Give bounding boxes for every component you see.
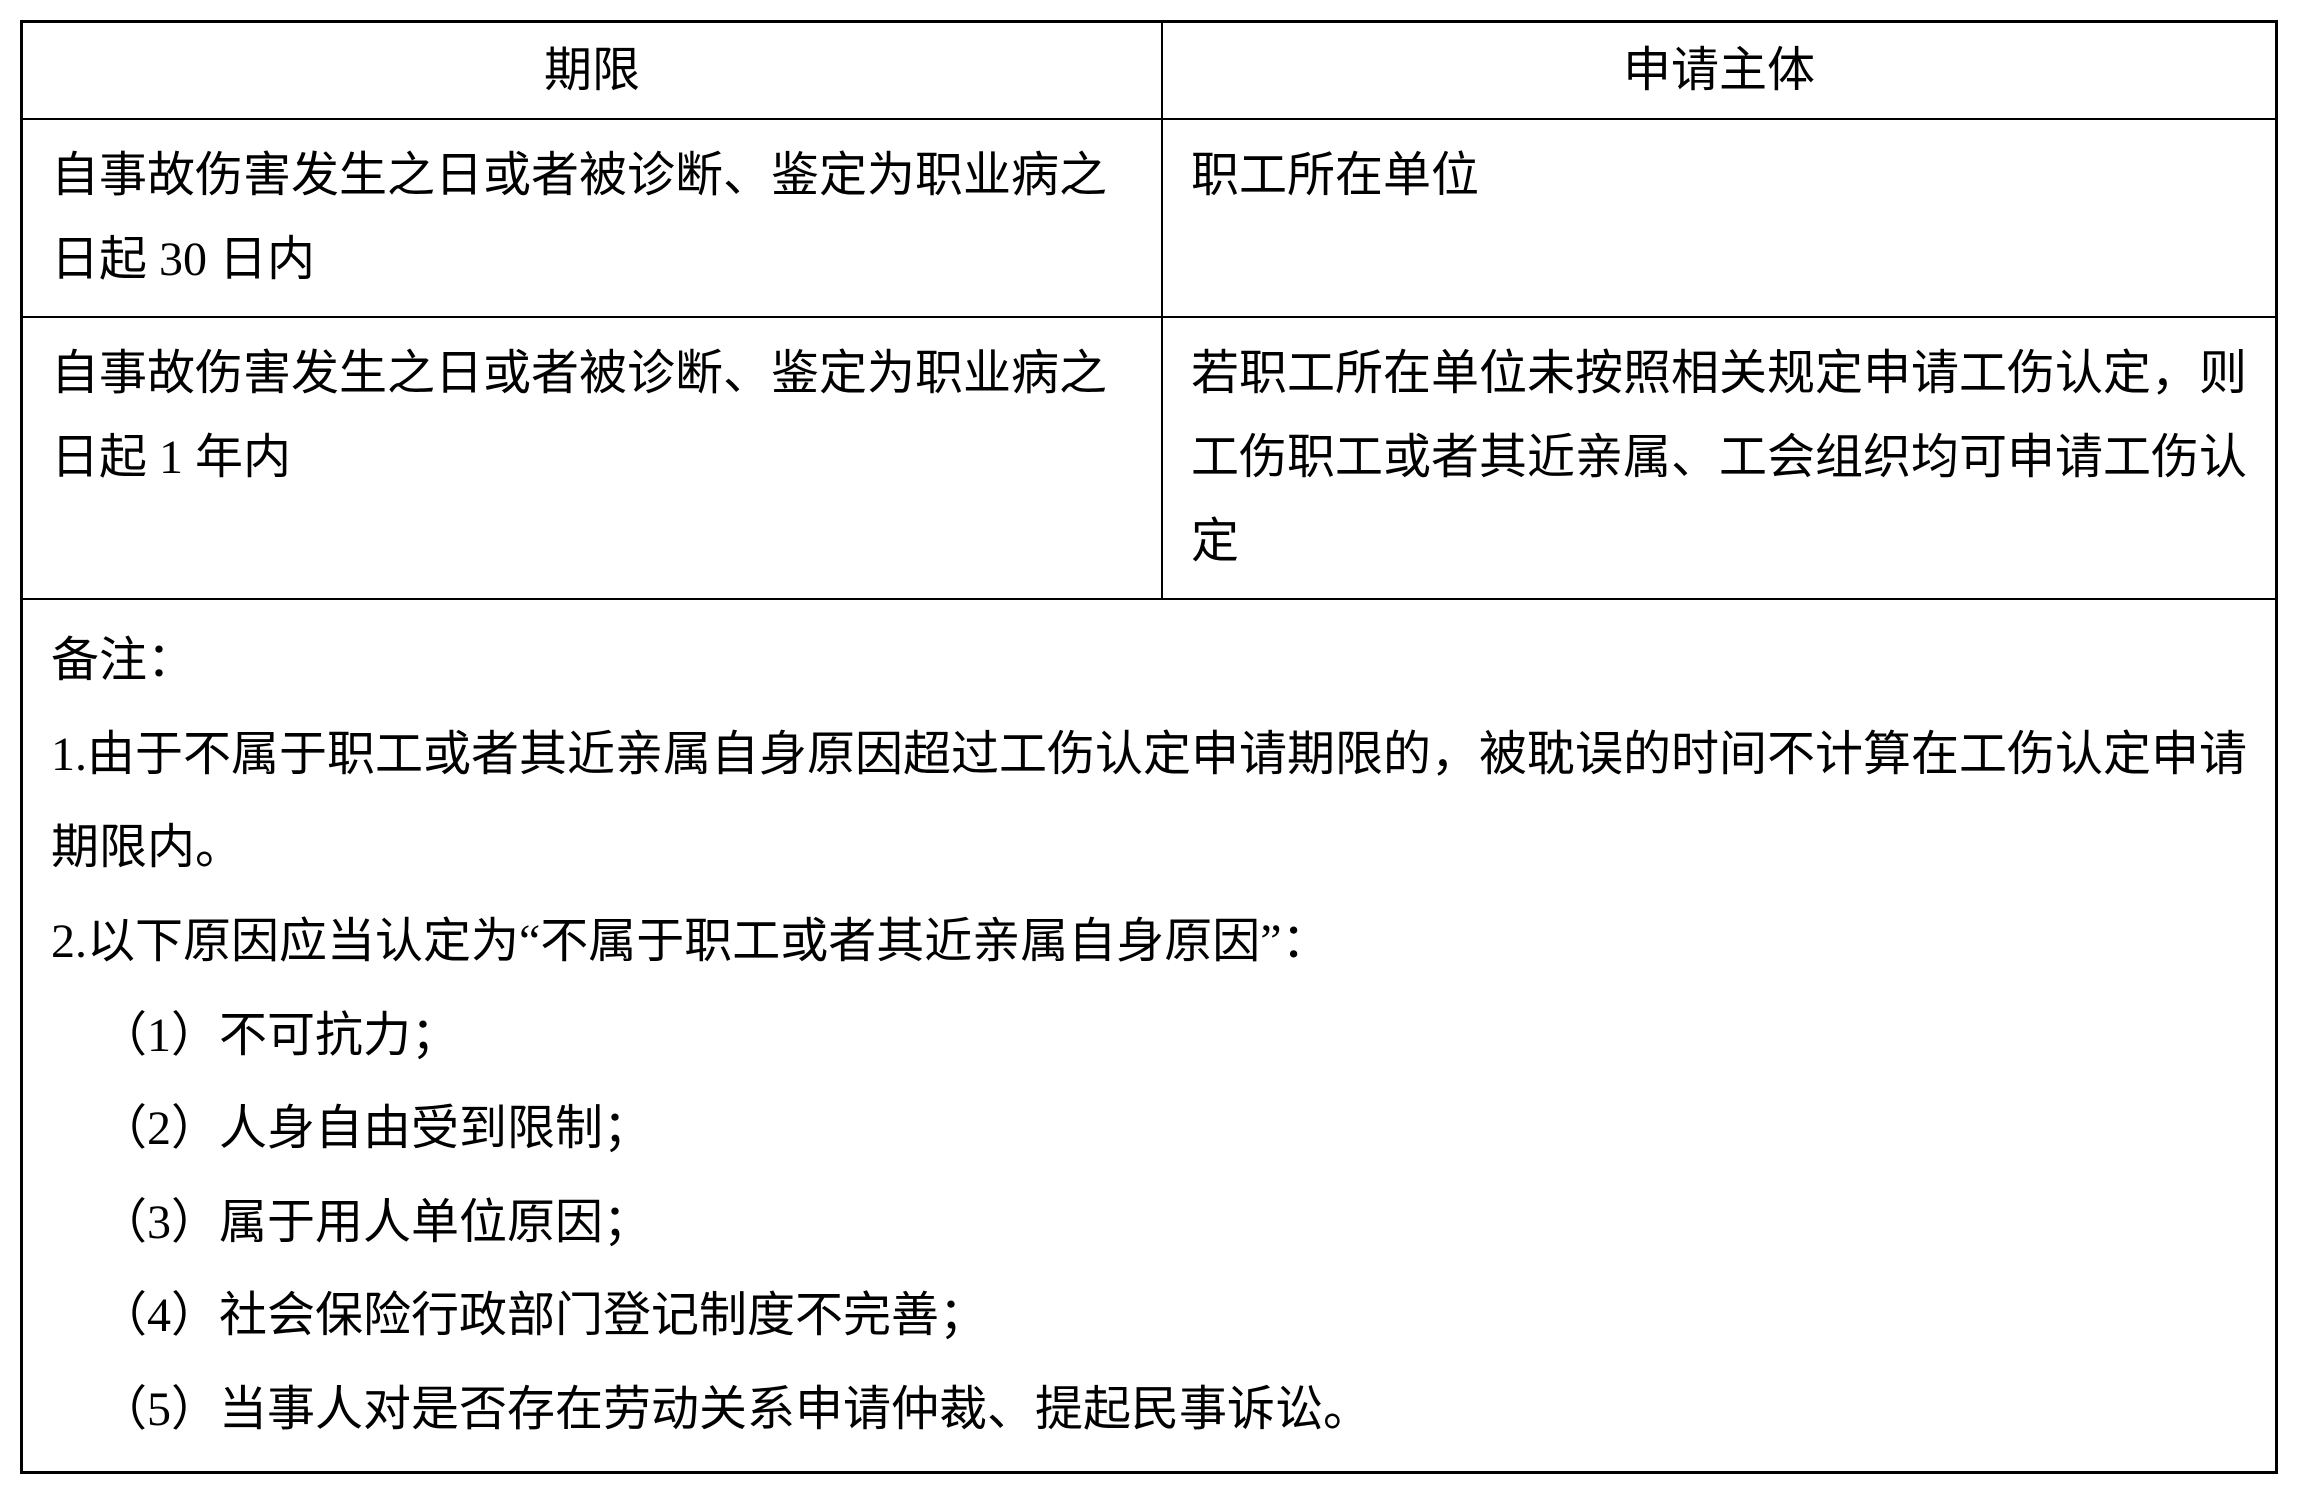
cell-subject-1: 若职工所在单位未按照相关规定申请工伤认定，则工伤职工或者其近亲属、工会组织均可申… <box>1163 318 2275 598</box>
notes-item-1: 2.以下原因应当认定为“不属于职工或者其近亲属自身原因”： <box>51 895 2247 989</box>
notes-subitem-2: （3）属于用人单位原因； <box>51 1176 2247 1270</box>
notes-item-0: 1.由于不属于职工或者其近亲属自身原因超过工伤认定申请期限的，被耽误的时间不计算… <box>51 708 2247 895</box>
notes-section: 备注： 1.由于不属于职工或者其近亲属自身原因超过工伤认定申请期限的，被耽误的时… <box>23 600 2275 1470</box>
notes-subitem-4: （5）当事人对是否存在劳动关系申请仲裁、提起民事诉讼。 <box>51 1363 2247 1457</box>
table-header-row: 期限 申请主体 <box>23 23 2275 120</box>
notes-subitem-0: （1）不可抗力； <box>51 989 2247 1083</box>
table-row: 自事故伤害发生之日或者被诊断、鉴定为职业病之日起 1 年内 若职工所在单位未按照… <box>23 318 2275 600</box>
document-table: 期限 申请主体 自事故伤害发生之日或者被诊断、鉴定为职业病之日起 30 日内 职… <box>20 20 2278 1474</box>
notes-subitem-3: （4）社会保险行政部门登记制度不完善； <box>51 1269 2247 1363</box>
notes-subitem-1: （2）人身自由受到限制； <box>51 1082 2247 1176</box>
cell-period-0: 自事故伤害发生之日或者被诊断、鉴定为职业病之日起 30 日内 <box>23 120 1163 316</box>
header-subject: 申请主体 <box>1163 23 2275 118</box>
notes-label: 备注： <box>51 614 2247 708</box>
table-row: 自事故伤害发生之日或者被诊断、鉴定为职业病之日起 30 日内 职工所在单位 <box>23 120 2275 318</box>
cell-subject-0: 职工所在单位 <box>1163 120 2275 316</box>
cell-period-1: 自事故伤害发生之日或者被诊断、鉴定为职业病之日起 1 年内 <box>23 318 1163 598</box>
header-period: 期限 <box>23 23 1163 118</box>
